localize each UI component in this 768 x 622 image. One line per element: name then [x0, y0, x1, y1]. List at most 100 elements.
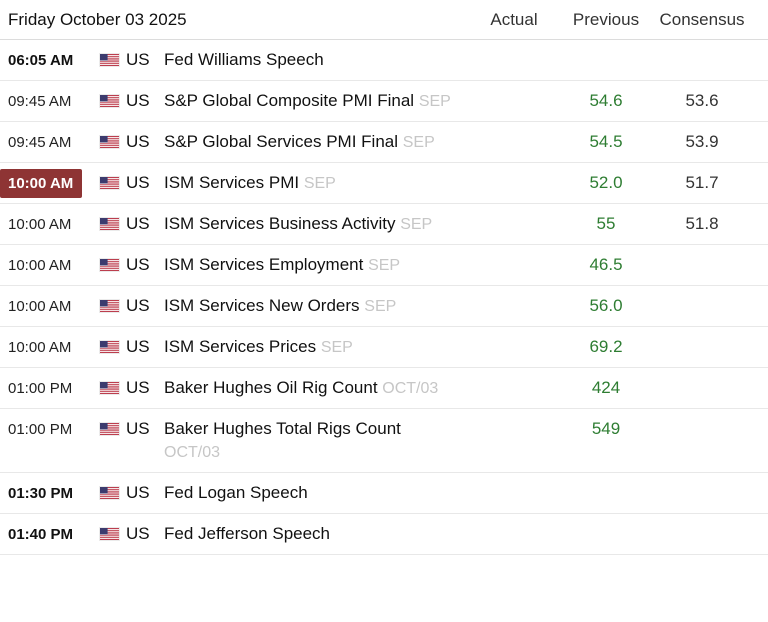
- event-country-cell: US: [100, 513, 164, 555]
- previous-value: 52.0: [554, 162, 658, 204]
- event-reference-period: SEP: [402, 134, 435, 151]
- calendar-event-row[interactable]: 01:30 PM US Fed Logan Speech: [0, 472, 768, 514]
- event-reference-period: OCT/03: [382, 380, 439, 397]
- calendar-event-row[interactable]: 10:00 AM US ISM Services New Orders SEP …: [0, 285, 768, 327]
- actual-value: [474, 513, 554, 555]
- country-code: US: [126, 132, 150, 151]
- event-time: 10:00 AM: [0, 169, 83, 198]
- event-link[interactable]: S&P Global Composite PMI Final: [164, 91, 414, 110]
- event-link[interactable]: Baker Hughes Oil Rig Count: [164, 378, 378, 397]
- previous-value: 46.5: [554, 244, 658, 286]
- event-time: 01:30 PM: [8, 485, 74, 502]
- event-link[interactable]: Fed Williams Speech: [164, 50, 324, 69]
- actual-value: [474, 203, 554, 245]
- event-time-cell: 10:00 AM: [0, 203, 100, 245]
- us-flag-icon: [100, 528, 119, 540]
- calendar-event-row[interactable]: 01:00 PM US Baker Hughes Total Rigs Coun…: [0, 408, 768, 473]
- event-link[interactable]: ISM Services Prices: [164, 337, 316, 356]
- event-country-cell: US: [100, 244, 164, 286]
- previous-value: 55: [554, 203, 658, 245]
- event-name: ISM Services Prices: [164, 337, 317, 356]
- event-link[interactable]: Baker Hughes Total Rigs Count: [164, 419, 401, 438]
- country-code: US: [126, 214, 150, 233]
- event-name: ISM Services Business Activity: [164, 214, 396, 233]
- event-name-cell: ISM Services Employment SEP: [164, 244, 474, 286]
- country-code: US: [126, 173, 150, 192]
- event-name-cell: ISM Services Prices SEP: [164, 326, 474, 368]
- event-time: 10:00 AM: [8, 298, 72, 315]
- event-reference-period: SEP: [303, 175, 336, 192]
- calendar-event-row[interactable]: 01:40 PM US Fed Jefferson Speech: [0, 513, 768, 555]
- consensus-value: 53.6: [658, 80, 768, 122]
- event-name: Baker Hughes Oil Rig Count: [164, 378, 378, 397]
- actual-value: [474, 285, 554, 327]
- country-code: US: [126, 50, 150, 69]
- event-time: 10:00 AM: [8, 216, 72, 233]
- event-name-cell: S&P Global Composite PMI Final SEP: [164, 80, 474, 122]
- event-time-cell: 01:00 PM: [0, 367, 100, 409]
- event-country-cell: US: [100, 285, 164, 327]
- event-time-cell: 10:00 AM: [0, 326, 100, 368]
- previous-value: [554, 513, 658, 555]
- calendar-event-row[interactable]: 06:05 AM US Fed Williams Speech: [0, 39, 768, 81]
- consensus-value: [658, 244, 768, 286]
- event-link[interactable]: ISM Services Employment: [164, 255, 363, 274]
- calendar-event-row[interactable]: 10:00 AM US ISM Services Business Activi…: [0, 203, 768, 245]
- consensus-value: [658, 472, 768, 514]
- us-flag-icon: [100, 300, 119, 312]
- actual-value: [474, 408, 554, 473]
- previous-value: 54.6: [554, 80, 658, 122]
- calendar-event-row[interactable]: 09:45 AM US S&P Global Composite PMI Fin…: [0, 80, 768, 122]
- event-time-cell: 09:45 AM: [0, 121, 100, 163]
- event-link[interactable]: S&P Global Services PMI Final: [164, 132, 398, 151]
- event-name-cell: Baker Hughes Oil Rig Count OCT/03: [164, 367, 474, 409]
- calendar-event-row[interactable]: 10:00 AM US ISM Services Prices SEP 69.2: [0, 326, 768, 368]
- event-time-cell: 01:30 PM: [0, 472, 100, 514]
- event-name: Baker Hughes Total Rigs Count: [164, 419, 401, 438]
- previous-value: 54.5: [554, 121, 658, 163]
- event-country-cell: US: [100, 408, 164, 473]
- event-name: Fed Williams Speech: [164, 50, 324, 69]
- event-name-cell: S&P Global Services PMI Final SEP: [164, 121, 474, 163]
- calendar-event-row[interactable]: 01:00 PM US Baker Hughes Oil Rig Count O…: [0, 367, 768, 409]
- previous-value: 56.0: [554, 285, 658, 327]
- us-flag-icon: [100, 177, 119, 189]
- consensus-value: [658, 326, 768, 368]
- consensus-value: [658, 513, 768, 555]
- event-country-cell: US: [100, 121, 164, 163]
- event-name: S&P Global Services PMI Final: [164, 132, 398, 151]
- calendar-event-row[interactable]: 10:00 AM US ISM Services PMI SEP 52.0 51…: [0, 162, 768, 204]
- country-code: US: [126, 419, 150, 438]
- event-name-cell: ISM Services Business Activity SEP: [164, 203, 474, 245]
- actual-value: [474, 80, 554, 122]
- previous-value: 424: [554, 367, 658, 409]
- us-flag-icon: [100, 382, 119, 394]
- previous-value: 69.2: [554, 326, 658, 368]
- consensus-value: [658, 408, 768, 473]
- event-link[interactable]: ISM Services New Orders: [164, 296, 360, 315]
- actual-value: [474, 39, 554, 81]
- previous-value: [554, 39, 658, 81]
- event-name-cell: ISM Services PMI SEP: [164, 162, 474, 204]
- event-time: 09:45 AM: [8, 134, 72, 151]
- event-country-cell: US: [100, 472, 164, 514]
- event-link[interactable]: ISM Services Business Activity: [164, 214, 395, 233]
- actual-value: [474, 244, 554, 286]
- event-reference-period: SEP: [364, 298, 397, 315]
- calendar-event-row[interactable]: 09:45 AM US S&P Global Services PMI Fina…: [0, 121, 768, 163]
- calendar-rows: 06:05 AM US Fed Williams Speech 09:45 AM…: [0, 39, 768, 555]
- event-name: S&P Global Composite PMI Final: [164, 91, 415, 110]
- event-country-cell: US: [100, 203, 164, 245]
- event-time-cell: 10:00 AM: [0, 162, 100, 204]
- calendar-event-row[interactable]: 10:00 AM US ISM Services Employment SEP …: [0, 244, 768, 286]
- column-header-previous: Previous: [554, 0, 658, 40]
- us-flag-icon: [100, 259, 119, 271]
- us-flag-icon: [100, 487, 119, 499]
- event-reference-period: SEP: [418, 93, 451, 110]
- event-link[interactable]: ISM Services PMI: [164, 173, 299, 192]
- event-link[interactable]: Fed Logan Speech: [164, 483, 308, 502]
- event-time: 01:00 PM: [8, 380, 73, 397]
- actual-value: [474, 472, 554, 514]
- us-flag-icon: [100, 341, 119, 353]
- event-link[interactable]: Fed Jefferson Speech: [164, 524, 330, 543]
